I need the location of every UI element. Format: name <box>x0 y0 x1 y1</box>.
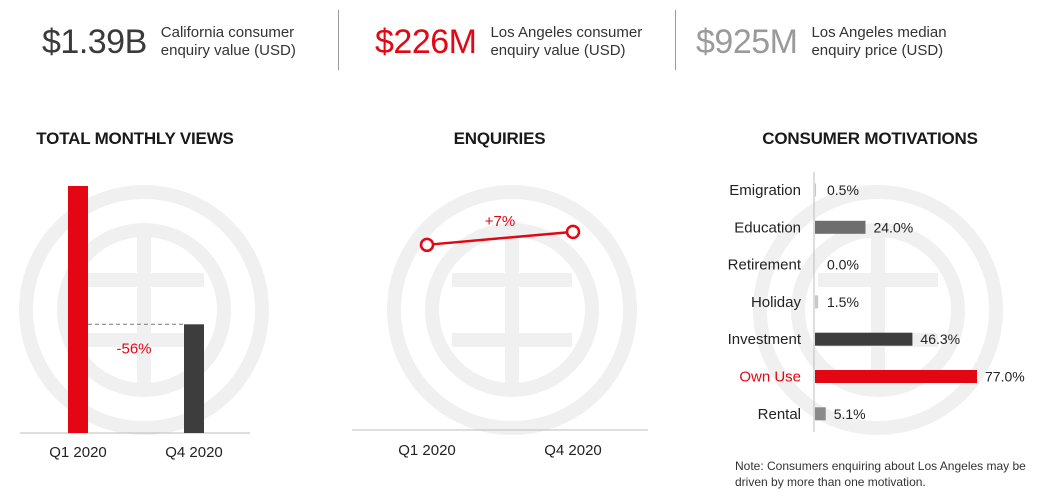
value-label-3: 1.5% <box>827 294 859 310</box>
enquiries-chart: Q1 2020 Q4 2020 +7% <box>352 213 648 459</box>
point-0 <box>419 237 435 253</box>
kpi-label-line2: enquiry price (USD) <box>811 42 944 59</box>
bar-4 <box>815 332 913 346</box>
kpi-label-line1: California consumer <box>160 24 295 41</box>
tick-label-1: Q4 2020 <box>165 444 223 461</box>
value-label-1: 24.0% <box>873 219 913 235</box>
category-label-0: Emigration <box>729 182 801 199</box>
change-annotation: -56% <box>116 340 151 357</box>
watermark-logo-icon <box>387 185 637 435</box>
kpi-label-line2: enquiry value (USD) <box>160 42 296 59</box>
kpi-label: California consumer enquiry value (USD) <box>161 24 296 60</box>
category-label-3: Holiday <box>751 294 802 311</box>
tick-label-0: Q1 2020 <box>49 444 107 461</box>
bar-6 <box>815 407 826 421</box>
bar-3 <box>815 295 819 309</box>
category-label-4: Investment <box>728 331 802 348</box>
tick-label-0: Q1 2020 <box>398 442 456 459</box>
chart-title-monthly-views: TOTAL MONTHLY VIEWS <box>36 129 234 148</box>
kpi-value: $226M <box>375 23 477 61</box>
bar-0 <box>68 186 88 433</box>
kpi-separator <box>675 10 676 70</box>
value-label-0: 0.5% <box>827 182 859 198</box>
category-label-5: Own Use <box>739 369 801 386</box>
category-label-2: Retirement <box>728 257 802 274</box>
kpi-label-line2: enquiry value (USD) <box>490 42 626 59</box>
value-label-2: 0.0% <box>827 257 859 273</box>
kpi-label: Los Angeles median enquiry price (USD) <box>811 24 946 60</box>
watermark-logo-icon <box>753 185 1003 435</box>
kpi-label-line1: Los Angeles median <box>811 24 947 41</box>
category-label-6: Rental <box>758 406 801 423</box>
kpi-label: Los Angeles consumer enquiry value (USD) <box>490 24 642 60</box>
kpi-la-median-price: $925M Los Angeles median enquiry price (… <box>696 14 947 70</box>
bar-5 <box>815 370 977 383</box>
bar-0 <box>815 183 817 197</box>
value-label-4: 46.3% <box>920 331 960 347</box>
bar-1 <box>815 220 866 234</box>
bar-1 <box>184 324 204 433</box>
point-1 <box>565 224 581 240</box>
kpi-separator <box>338 10 339 70</box>
chart-title-enquiries: ENQUIRIES <box>453 129 546 148</box>
kpi-value: $925M <box>696 23 798 61</box>
change-annotation: +7% <box>485 213 515 230</box>
category-label-1: Education <box>734 219 801 236</box>
kpi-value: $1.39B <box>42 23 147 61</box>
value-label-5: 77.0% <box>985 369 1025 385</box>
tick-label-1: Q4 2020 <box>544 442 602 459</box>
series-line <box>426 230 574 247</box>
kpi-label-line1: Los Angeles consumer <box>490 24 643 41</box>
consumer-motivations-chart: Emigration 0.5% Education 24.0% Retirement 0.… <box>728 172 1025 432</box>
footnote: Note: Consumers enquiring about Los Ange… <box>735 459 1026 489</box>
monthly-views-chart: Q1 2020 Q4 2020 -56% <box>20 186 250 461</box>
kpi-california-enquiry-value: $1.39B California consumer enquiry value… <box>42 14 296 70</box>
value-label-6: 5.1% <box>834 406 866 422</box>
kpi-la-enquiry-value: $226M Los Angeles consumer enquiry value… <box>375 14 642 70</box>
chart-title-consumer-motivations: CONSUMER MOTIVATIONS <box>762 129 978 148</box>
